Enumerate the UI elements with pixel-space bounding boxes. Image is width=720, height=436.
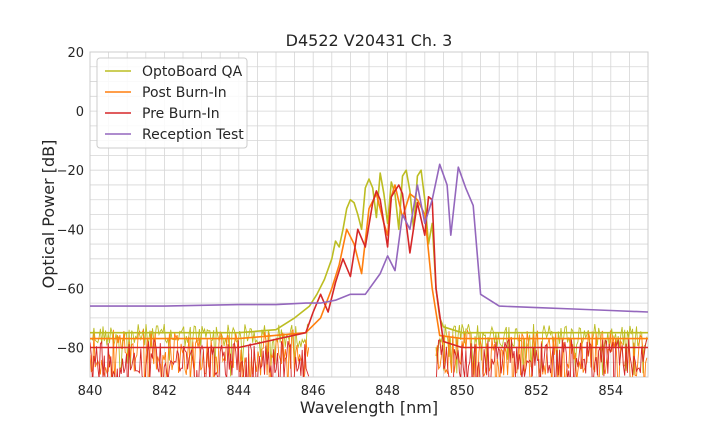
y-axis-label: Optical Power [dB]: [39, 140, 58, 289]
series-line-pre-burn-in: [90, 184, 648, 349]
x-tick-label: 846: [301, 384, 326, 399]
y-tick-label: 0: [76, 105, 84, 120]
series-line-reception-test: [90, 163, 648, 313]
x-tick-label: 852: [524, 384, 549, 399]
noise-floor-optoboard-qa: [90, 323, 648, 377]
x-tick-label: 842: [152, 384, 177, 399]
y-tick-label: −80: [57, 341, 84, 356]
y-tick-label: 20: [67, 46, 84, 61]
legend: OptoBoard QA Post Burn-In Pre Burn-In Re…: [96, 57, 248, 149]
legend-label-pre-burn-in: Pre Burn-In: [142, 106, 220, 122]
y-tick-label: −60: [57, 282, 84, 297]
x-axis-label: Wavelength [nm]: [300, 398, 438, 417]
y-tick-label: −20: [57, 164, 84, 179]
x-tick-label: 840: [78, 384, 103, 399]
series-line-optoboard-qa: [90, 169, 648, 334]
series-layer: [90, 163, 648, 349]
legend-box: [96, 57, 248, 149]
x-tick-label: 844: [226, 384, 251, 399]
x-tick-label: 854: [598, 384, 623, 399]
legend-label-reception-test: Reception Test: [142, 127, 244, 143]
x-tick-label: 850: [450, 384, 475, 399]
chart-title: D4522 V20431 Ch. 3: [286, 31, 453, 50]
legend-label-post-burn-in: Post Burn-In: [142, 85, 227, 101]
y-tick-label: −40: [57, 223, 84, 238]
tick-labels: 840 842 844 846 848 850 852 854 20 0 −20 −40 −60 −80: [57, 46, 624, 399]
plot-frame: [89, 51, 649, 378]
x-tick-label: 848: [375, 384, 400, 399]
legend-label-optoboard-qa: OptoBoard QA: [142, 64, 243, 80]
